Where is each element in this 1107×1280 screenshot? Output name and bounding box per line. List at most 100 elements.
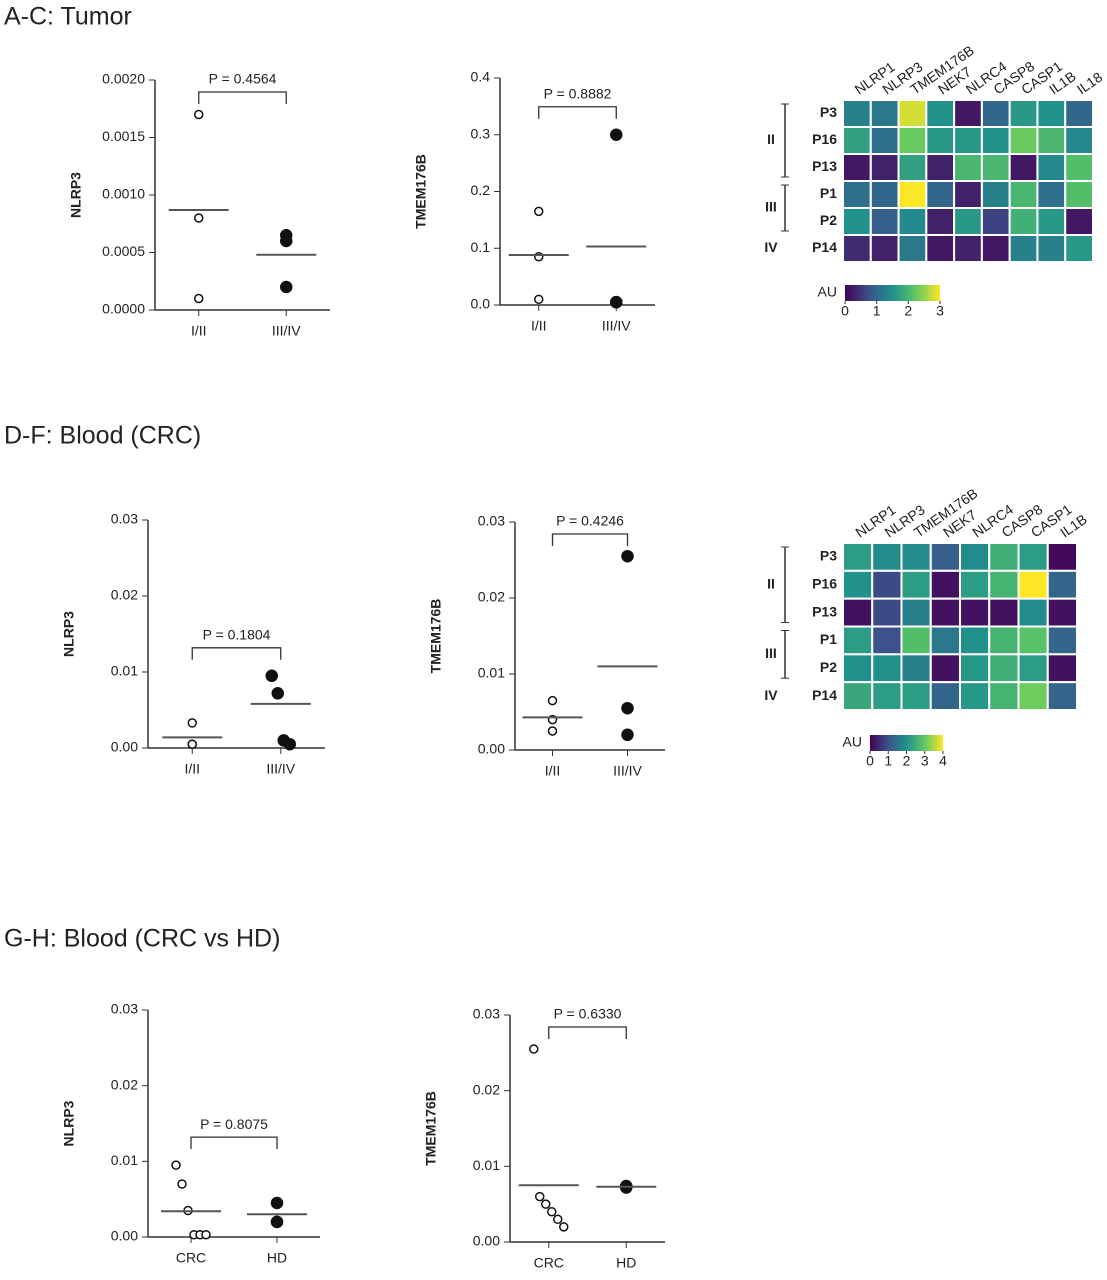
heatmap-cell	[953, 180, 983, 209]
colorbar	[870, 735, 943, 751]
heatmap-cell	[925, 99, 956, 128]
heatmap-cell	[1036, 207, 1067, 236]
data-point	[265, 669, 278, 683]
section-heading: D-F: Blood (CRC)	[4, 422, 201, 450]
heatmap-cell	[1064, 234, 1094, 263]
row-label: P13	[812, 158, 837, 174]
group-label: III	[765, 199, 777, 215]
heatmap-cell	[988, 542, 1020, 572]
heatmap-cell	[959, 681, 991, 712]
y-tick-label: 0.0	[471, 296, 491, 312]
data-point	[547, 726, 558, 736]
y-tick-label: 0.4	[471, 69, 491, 85]
y-tick-label: 0.00	[111, 739, 138, 755]
row-label: P1	[820, 185, 837, 201]
x-tick-label: I/II	[191, 323, 207, 339]
row-label: P2	[820, 659, 837, 675]
heatmap-cell	[900, 653, 932, 684]
data-point	[270, 1215, 284, 1229]
heatmap-cell	[980, 207, 1011, 236]
x-tick-label: III/IV	[272, 323, 301, 339]
heatmap-cell	[871, 569, 903, 600]
heatmap-cell	[900, 625, 932, 656]
heatmap-cell	[1046, 681, 1078, 712]
heatmap-cell	[1064, 153, 1094, 182]
data-point	[621, 549, 634, 563]
group-label: II	[767, 131, 775, 147]
data-point	[283, 737, 296, 751]
colorbar-tick-label: 3	[921, 753, 929, 769]
p-value: P = 0.4564	[209, 71, 277, 87]
y-tick-label: 0.0010	[102, 186, 145, 202]
group-label: II	[767, 575, 775, 591]
y-tick-label: 0.01	[111, 663, 138, 679]
heatmap-cell	[897, 207, 928, 236]
group-label: IV	[764, 687, 778, 703]
heatmap-cell	[959, 542, 991, 572]
heatmap-cell	[1046, 597, 1078, 628]
heatmap-cell	[1036, 99, 1067, 128]
heatmap-cell	[953, 126, 983, 155]
heatmap-cell	[1017, 597, 1049, 628]
heatmap-cell	[1008, 234, 1039, 263]
data-point	[271, 687, 284, 700]
y-axis-label: NLRP3	[68, 172, 84, 218]
x-tick-label: HD	[616, 1255, 636, 1271]
heatmap-cell	[842, 207, 872, 236]
heatmap-cell	[869, 153, 900, 182]
section-heading: A-C: Tumor	[4, 3, 132, 31]
significance-bracket	[548, 1026, 627, 1039]
heatmap-cell	[869, 180, 900, 209]
heatmap-cell	[959, 653, 991, 684]
heatmap-cell	[842, 126, 872, 155]
group-label: III	[765, 645, 777, 661]
y-tick-label: 0.03	[111, 1001, 138, 1017]
row-label: P3	[820, 104, 837, 120]
row-label: P16	[812, 131, 837, 147]
heatmap-cell	[897, 99, 928, 128]
heatmap-cell	[929, 542, 961, 572]
heatmap-cell	[953, 234, 983, 263]
x-tick-label: III/IV	[266, 761, 295, 777]
colorbar-tick-label: 0	[866, 753, 874, 769]
y-axis-label: NLRP3	[61, 1100, 77, 1146]
heatmap-cell	[953, 153, 983, 182]
heatmap-cell	[925, 180, 956, 209]
heatmap-cell	[900, 542, 932, 572]
row-label: P3	[820, 548, 837, 564]
heatmap-cell	[929, 597, 961, 628]
colorbar-tick-label: 1	[873, 303, 881, 319]
y-tick-label: 0.02	[111, 1076, 138, 1092]
y-tick-label: 0.03	[111, 511, 138, 527]
heatmap-cell	[900, 569, 932, 600]
y-tick-label: 0.00	[478, 741, 505, 757]
data-point	[610, 295, 623, 309]
heatmap-cell	[842, 542, 874, 572]
heatmap-cell	[842, 569, 874, 600]
row-label: P2	[820, 212, 837, 228]
data-point	[621, 701, 634, 715]
heatmap-cell	[1036, 126, 1067, 155]
row-label: P14	[812, 687, 837, 703]
data-point	[553, 1214, 563, 1225]
y-axis-label: TMEM176B	[423, 1091, 439, 1166]
data-point	[535, 1191, 545, 1202]
heatmap-cell	[1008, 126, 1039, 155]
row-label: P14	[812, 239, 837, 255]
colorbar-tick-label: 0	[841, 303, 849, 319]
y-tick-label: 0.03	[478, 513, 505, 529]
heatmap-cell	[842, 99, 872, 128]
data-point	[534, 294, 544, 305]
y-axis-label: NLRP3	[61, 611, 77, 657]
y-tick-label: 0.01	[473, 1157, 500, 1173]
p-value: P = 0.8075	[200, 1116, 268, 1132]
data-point	[177, 1179, 187, 1189]
heatmap-cell	[1064, 180, 1094, 209]
column-label: IL18	[1074, 69, 1106, 98]
heatmap-cell	[959, 597, 991, 628]
heatmap-cell	[869, 126, 900, 155]
heatmap-cell	[929, 681, 961, 712]
heatmap-cell	[871, 597, 903, 628]
heatmap-cell	[869, 234, 900, 263]
